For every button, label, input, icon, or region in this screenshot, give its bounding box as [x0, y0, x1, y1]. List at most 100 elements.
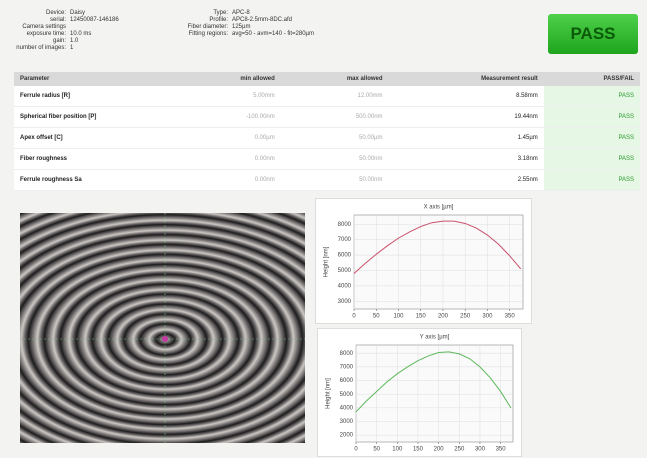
- x-tick-label: 100: [393, 314, 404, 320]
- y-axis-label: Height [nm]: [324, 246, 330, 277]
- info-row: Camera settings: [4, 24, 119, 31]
- info-label: Device:: [4, 10, 70, 17]
- column-header: Measurement result: [389, 72, 544, 86]
- cell: Apex offset [C]: [14, 128, 176, 149]
- info-value: 125µm: [232, 24, 250, 31]
- info-value: APC8-2.5mm-8DC.afd: [232, 17, 292, 24]
- info-value: 1: [70, 45, 73, 52]
- chart: X axis [µm]Height [nm]300040005000600070…: [316, 199, 531, 323]
- x-tick-label: 150: [413, 447, 424, 453]
- info-label: exposure time:: [4, 31, 70, 38]
- x-tick-label: 300: [482, 314, 493, 320]
- cell: PASS: [544, 170, 640, 191]
- column-header: max allowed: [281, 72, 389, 86]
- cell: 5.00mm: [176, 86, 281, 107]
- status-badge: PASS: [548, 14, 638, 54]
- y-tick-label: 5000: [338, 268, 352, 274]
- info-row: exposure time:10.0 ms: [4, 31, 119, 38]
- column-header: Parameter: [14, 72, 176, 86]
- cell: PASS: [544, 128, 640, 149]
- cell: 1.45µm: [389, 128, 544, 149]
- cell: 50.00µm: [281, 128, 389, 149]
- info-row: serial:12450087-146186: [4, 17, 119, 24]
- info-value: APC-8: [232, 10, 250, 17]
- info-row: Fitting regions:avg=50 - avm=140 - fit=2…: [176, 31, 314, 38]
- cell: Fiber roughness: [14, 149, 176, 170]
- y-tick-label: 2000: [340, 433, 354, 439]
- cell: PASS: [544, 149, 640, 170]
- info-value: 12450087-146186: [70, 17, 119, 24]
- info-label: Camera settings: [4, 24, 70, 31]
- interferogram: [20, 213, 305, 443]
- x-tick-label: 350: [496, 447, 507, 453]
- chart-title: X axis [µm]: [424, 205, 454, 211]
- y-tick-label: 3000: [340, 419, 354, 425]
- cell: PASS: [544, 86, 640, 107]
- info-value: 1.0: [70, 38, 78, 45]
- cell: Spherical fiber position [P]: [14, 107, 176, 128]
- cell: 0.00nm: [176, 170, 281, 191]
- cell: 19.44nm: [389, 107, 544, 128]
- cell: 50.00nm: [281, 149, 389, 170]
- info-label: gain:: [4, 38, 70, 45]
- plot-area: [354, 215, 523, 309]
- x-tick-label: 350: [505, 314, 516, 320]
- y-tick-label: 4000: [338, 283, 352, 289]
- x-tick-label: 0: [354, 447, 358, 453]
- info-row: number of images:1: [4, 45, 119, 52]
- x-tick-label: 0: [352, 314, 356, 320]
- cell: Ferrule radius [R]: [14, 86, 176, 107]
- y-tick-label: 5000: [340, 392, 354, 398]
- cell: -100.00nm: [176, 107, 281, 128]
- cell: 12.00mm: [281, 86, 389, 107]
- crosshair: [20, 213, 305, 443]
- x-tick-label: 150: [416, 314, 427, 320]
- info-value: avg=50 - avm=140 - fit=280µm: [232, 31, 314, 38]
- cell: Ferrule roughness Sa: [14, 170, 176, 191]
- info-row: Fiber diameter:125µm: [176, 24, 314, 31]
- y-tick-label: 8000: [338, 222, 352, 228]
- info-row: gain:1.0: [4, 38, 119, 45]
- cell: 500.00nm: [281, 107, 389, 128]
- column-header: PASS/FAIL: [544, 72, 640, 86]
- cell: 0.00nm: [176, 149, 281, 170]
- x-tick-label: 250: [454, 447, 465, 453]
- y-axis-label: Height [nm]: [326, 378, 332, 409]
- cell: 50.00nm: [281, 170, 389, 191]
- y-tick-label: 3000: [338, 299, 352, 305]
- info-label: number of images:: [4, 45, 70, 52]
- x-tick-label: 200: [434, 447, 445, 453]
- cell: 8.58mm: [389, 86, 544, 107]
- x-tick-label: 300: [475, 447, 486, 453]
- info-label: Profile:: [176, 17, 232, 24]
- cell: 3.18nm: [389, 149, 544, 170]
- cell: PASS: [544, 107, 640, 128]
- info-label: Type:: [176, 10, 232, 17]
- chart: Y axis [µm]Height [nm]200030004000500060…: [318, 329, 521, 456]
- info-row: Device:Daisy: [4, 10, 119, 17]
- info-label: serial:: [4, 17, 70, 24]
- y-tick-label: 4000: [340, 405, 354, 411]
- y-tick-label: 8000: [340, 351, 354, 357]
- info-label: Fitting regions:: [176, 31, 232, 38]
- info-value: 10.0 ms: [70, 31, 91, 38]
- cell: 0.00µm: [176, 128, 281, 149]
- y-tick-label: 6000: [338, 253, 352, 259]
- x-tick-label: 200: [438, 314, 449, 320]
- info-row: Profile:APC8-2.5mm-8DC.afd: [176, 17, 314, 24]
- report: Device:Daisyserial:12450087-146186Camera…: [0, 0, 647, 458]
- plot-area: [356, 345, 513, 442]
- y-tick-label: 6000: [340, 378, 354, 384]
- info-label: Fiber diameter:: [176, 24, 232, 31]
- y-tick-label: 7000: [338, 237, 352, 243]
